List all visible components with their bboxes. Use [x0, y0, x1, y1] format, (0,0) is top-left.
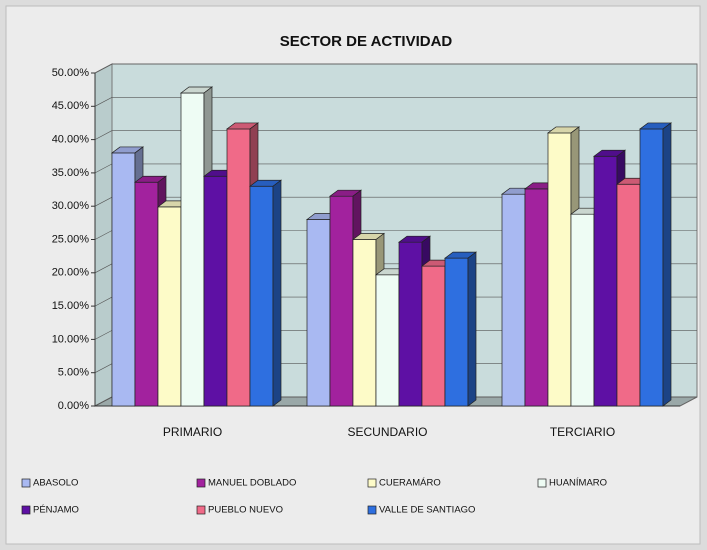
- legend-swatch: [537, 478, 547, 488]
- legend-label: VALLE DE SANTIAGO: [379, 505, 475, 516]
- bar-front: [157, 206, 182, 407]
- bar-side: [272, 179, 282, 407]
- y-tick-label: 5.00%: [58, 367, 89, 379]
- y-tick-label: 20.00%: [52, 267, 90, 279]
- legend-label: HUANÍMARO: [549, 478, 607, 489]
- y-tick-label: 50.00%: [52, 67, 90, 79]
- bar-front: [639, 128, 664, 407]
- legend-swatch: [21, 505, 31, 515]
- legend-label: MANUEL DOBLADO: [208, 478, 296, 489]
- bar-front: [444, 257, 469, 407]
- bar-front: [180, 92, 205, 407]
- bar-front: [547, 132, 572, 407]
- legend-swatch: [196, 505, 206, 515]
- bar: [248, 179, 283, 407]
- bar-front: [226, 128, 251, 407]
- bar-front: [306, 219, 331, 407]
- bar-side: [467, 251, 477, 407]
- y-tick-label: 30.00%: [52, 200, 90, 212]
- x-tick-label: TERCIARIO: [550, 425, 615, 439]
- bar-front: [203, 175, 228, 407]
- legend-swatch: [196, 478, 206, 488]
- legend-swatch: [21, 478, 31, 488]
- legend-label: PUEBLO NUEVO: [208, 505, 283, 516]
- grid-line: [94, 97, 697, 107]
- bar: [638, 122, 673, 407]
- bar-front: [593, 155, 618, 407]
- bar-side: [662, 122, 672, 407]
- bar-front: [249, 185, 274, 407]
- bar-front: [570, 213, 595, 407]
- y-tick-label: 10.00%: [52, 333, 90, 345]
- y-tick-label: 40.00%: [52, 134, 90, 146]
- bar-front: [421, 265, 446, 407]
- bar-front: [111, 152, 136, 407]
- bar-front: [501, 193, 526, 407]
- legend-label: PÉNJAMO: [33, 505, 79, 516]
- bar-front: [375, 274, 400, 407]
- chart-title: SECTOR DE ACTIVIDAD: [280, 33, 453, 50]
- y-tick-label: 45.00%: [52, 100, 90, 112]
- y-tick-label: 25.00%: [52, 233, 90, 245]
- y-tick-label: 15.00%: [52, 300, 90, 312]
- x-tick-label: PRIMARIO: [163, 425, 222, 439]
- bar-front: [329, 195, 354, 407]
- bar-front: [524, 188, 549, 407]
- bar-front: [616, 183, 641, 407]
- legend-label: ABASOLO: [33, 478, 78, 489]
- legend-label: CUERAMÁRO: [379, 478, 441, 489]
- bar-front: [352, 239, 377, 407]
- legend-swatch: [367, 505, 377, 515]
- x-tick-label: SECUNDARIO: [347, 425, 427, 439]
- grid-line: [94, 63, 697, 74]
- y-tick-label: 0.00%: [58, 400, 89, 412]
- bar-front: [134, 181, 159, 407]
- legend-swatch: [367, 478, 377, 488]
- bar-front: [398, 241, 423, 407]
- bar: [443, 251, 478, 407]
- grid-line: [94, 130, 697, 140]
- y-tick-label: 35.00%: [52, 167, 90, 179]
